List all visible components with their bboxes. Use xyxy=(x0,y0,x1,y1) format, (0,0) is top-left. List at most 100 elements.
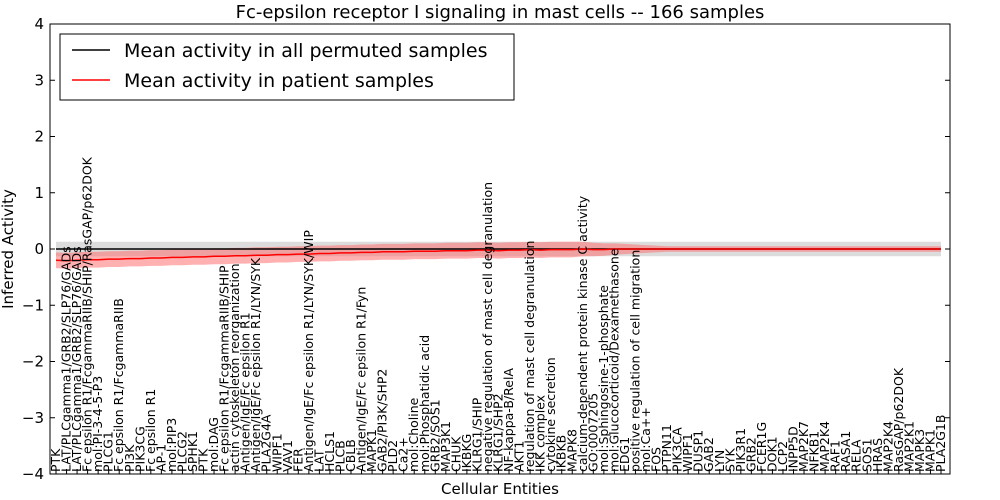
entity-label: NFKB1 xyxy=(807,431,822,472)
entity-label: actin cytoskeleton reorganization xyxy=(227,263,242,472)
entity-label: PIK3CG xyxy=(132,426,147,472)
entity-label: MAP2K4 xyxy=(880,421,895,472)
entity-label: GRB2/SOS1 xyxy=(427,399,442,472)
entity-label: MAPK8 xyxy=(564,429,579,472)
entity-label: PLCB xyxy=(333,440,348,472)
entity-label: NF-kappa-B/RelA xyxy=(501,368,516,472)
entity-label: MAP3K1 xyxy=(438,421,453,472)
entity-label: GAB2/PI3K/SHP2 xyxy=(375,369,390,472)
entity-label: mol:Sphingosine-1-phosphate xyxy=(596,285,611,472)
entity-label: LCP2 xyxy=(775,441,790,472)
entity-label: mol:Phosphatidic acid xyxy=(417,335,432,472)
entity-label: MAPK3 xyxy=(912,429,927,472)
y-tick-label: 0 xyxy=(34,240,44,258)
y-tick-label: 4 xyxy=(34,15,44,33)
entity-label: CHUK xyxy=(448,436,463,472)
entity-label: mol:Ca++ xyxy=(638,407,653,472)
entity-label: WIPF1 xyxy=(269,433,284,472)
y-tick-label: −1 xyxy=(22,296,44,314)
entity-label: mol:PI-3-4-5-P3 xyxy=(90,376,105,472)
entity-label: FCER1G xyxy=(754,422,769,472)
entity-label: Fc epsilon R1/FcgammaRIIB/SHIP xyxy=(217,265,232,472)
entity-label: RASA1 xyxy=(838,431,853,472)
entity-label: Fc epsilon R1/FcgammaRIIB xyxy=(111,298,126,472)
entity-labels: PTKLAT/PLCgamma1/GRB2/SLP76/GADsLAT/PLCg… xyxy=(48,156,948,472)
entity-label: WIPF1 xyxy=(680,433,695,472)
entity-label: EDG1 xyxy=(617,437,632,472)
entity-label: DOK1 xyxy=(764,436,779,472)
entity-label: MAPK1 xyxy=(923,429,938,472)
entity-label: MAP2K4 xyxy=(817,421,832,472)
entity-label: PTPN11 xyxy=(659,424,674,472)
y-tick-label: 2 xyxy=(34,128,44,146)
entity-label: Ca2+ xyxy=(396,437,411,472)
entity-label: FOS xyxy=(649,447,664,472)
y-tick-label: −3 xyxy=(22,409,44,427)
entity-label: SYK xyxy=(722,447,737,472)
legend-label-permuted: Mean activity in all permuted samples xyxy=(124,40,487,62)
entity-label: INPP5D xyxy=(786,426,801,472)
entity-label: IKBKB xyxy=(554,435,569,472)
entity-label: PTK xyxy=(196,448,211,472)
entity-label: GO:0007205 xyxy=(585,393,600,472)
entity-label: IKK complex xyxy=(533,395,548,472)
entity-label: PLA2G4A xyxy=(259,414,274,472)
entity-label: GRB2 xyxy=(743,437,758,472)
y-axis-title: Inferred Activity xyxy=(0,189,17,309)
entity-label: mol:Glucocorticoid/Dexamethasone xyxy=(606,248,621,472)
entity-label: positive regulation of cell migration xyxy=(628,250,643,472)
entity-label: AKT1 xyxy=(512,441,527,472)
y-tick-label: −2 xyxy=(22,353,44,371)
entity-label: mol:DAG xyxy=(206,417,221,472)
entity-label: MAPK1 xyxy=(364,429,379,472)
entity-label: negative regulation of mast cell degranu… xyxy=(480,182,495,472)
entity-label: KLRG1/SHIP xyxy=(469,397,484,472)
plot-frame xyxy=(49,23,951,475)
entity-label: LAT/PLCgamma1/GRB2/SLP76/GADs xyxy=(69,246,84,472)
entity-label: PIK3R1 xyxy=(733,428,748,472)
entity-label: SPHK1 xyxy=(185,431,200,472)
entity-label: Antigen/IgE/Fc epsilon R1 xyxy=(238,312,253,472)
entity-label: KLRG1/SHP2 xyxy=(491,393,506,472)
entity-label: PIK3CA xyxy=(670,427,685,472)
entity-label: Antigen/IgE/Fc epsilon R1/LYN/SYK/WIP xyxy=(301,230,316,472)
entity-label: SOS1 xyxy=(859,438,874,472)
entity-label: RasGAP/p62DOK xyxy=(891,367,906,472)
entity-label: HRAS xyxy=(870,438,885,472)
y-tick-label: 3 xyxy=(34,71,44,89)
entity-label: FER xyxy=(290,448,305,472)
entity-label: RELA xyxy=(849,439,864,472)
entity-label: LAT/PLCgamma1/GRB2/SLP76/GADs xyxy=(59,246,74,472)
entity-label: HCLS1 xyxy=(322,431,337,472)
entity-label: Fc epsilon R1 xyxy=(143,389,158,472)
series-line-1 xyxy=(55,248,941,262)
entity-label: RAF1 xyxy=(828,440,843,472)
entity-label: AP-1 xyxy=(153,444,168,472)
entity-label: PLA2G1B xyxy=(933,414,948,472)
entity-label: regulation of mast cell degranulation xyxy=(522,241,537,472)
entity-label: MAP2K1 xyxy=(901,421,916,472)
entity-label: LYN xyxy=(712,450,727,472)
entity-label: PLCG1 xyxy=(101,431,116,472)
y-tick-label: −4 xyxy=(22,465,44,483)
entity-label: PLCG2 xyxy=(174,431,189,472)
entity-label: VAV1 xyxy=(280,440,295,472)
entity-label: CBLB xyxy=(343,439,358,472)
entity-label: DUSP1 xyxy=(691,430,706,472)
entity-label: PTK xyxy=(48,448,63,472)
entity-label: PI3K xyxy=(122,444,137,472)
entity-label: cytokine secretion xyxy=(543,357,558,472)
y-tick-label: 1 xyxy=(34,184,44,202)
chart-title: Fc-epsilon receptor I signaling in mast … xyxy=(236,2,765,23)
entity-label: IKBKG xyxy=(459,434,474,472)
legend: Mean activity in all permuted samples Me… xyxy=(59,33,515,101)
entity-label: mol:PIP3 xyxy=(164,418,179,472)
x-axis-title: Cellular Entities xyxy=(441,480,559,498)
legend-box xyxy=(59,33,515,101)
entity-label: GAB2 xyxy=(701,437,716,472)
legend-label-patient: Mean activity in patient samples xyxy=(124,70,434,92)
entity-label: MAP2K7 xyxy=(796,421,811,472)
entity-label: mol:Choline xyxy=(406,397,421,472)
entity-label: Antigen/IgE/Fc epsilon R1/Fyn xyxy=(354,287,369,472)
